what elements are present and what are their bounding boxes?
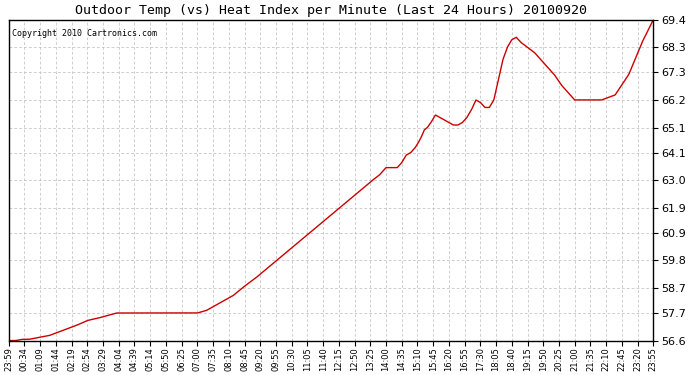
Text: Copyright 2010 Cartronics.com: Copyright 2010 Cartronics.com xyxy=(12,29,157,38)
Title: Outdoor Temp (vs) Heat Index per Minute (Last 24 Hours) 20100920: Outdoor Temp (vs) Heat Index per Minute … xyxy=(75,4,587,17)
